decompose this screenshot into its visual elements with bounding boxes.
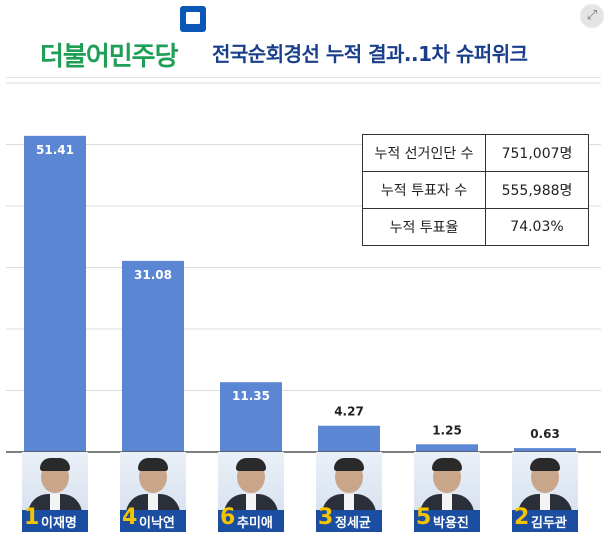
page-title: 전국순회경선 누적 결과..1차 슈퍼위크: [212, 42, 528, 66]
candidate-number: 5: [416, 505, 432, 530]
candidate-card: 6 추미애: [218, 452, 284, 532]
shirt-shape: [540, 494, 550, 514]
bars: [24, 135, 576, 453]
candidate-nameplate: 4 이낙연: [120, 505, 186, 532]
stats-value: 555,988명: [485, 171, 589, 209]
candidate-name: 이낙연: [139, 516, 175, 531]
candidate-card: 1 이재명: [22, 452, 88, 532]
candidate-name: 이재명: [41, 516, 77, 531]
hair-shape: [334, 458, 364, 471]
candidate-number: 4: [122, 505, 138, 530]
header: 더불어민주당 전국순회경선 누적 결과..1차 슈퍼위크 ⤢: [0, 0, 607, 80]
hair-shape: [40, 458, 70, 471]
candidate-name: 박용진: [433, 516, 469, 531]
bar: [24, 135, 86, 453]
hair-shape: [236, 458, 266, 471]
stats-value: 751,007명: [485, 134, 589, 172]
party-logo-icon: [180, 6, 206, 32]
candidate-photo: [120, 452, 186, 514]
hair-shape: [432, 458, 462, 471]
bar: [122, 260, 184, 452]
hair-shape: [530, 458, 560, 471]
shirt-shape: [442, 494, 452, 514]
candidate-name: 정세균: [335, 516, 371, 531]
candidate-nameplate: 2 김두관: [512, 505, 578, 532]
stats-label: 누적 투표자 수: [362, 171, 486, 209]
value-label: 11.35: [232, 389, 270, 403]
expand-icon[interactable]: ⤢: [580, 4, 604, 28]
hair-shape: [138, 458, 168, 471]
candidate-number: 2: [514, 505, 530, 530]
candidate-card: 2 김두관: [512, 452, 578, 532]
value-labels: 51.41 31.08 11.35 4.27 1.25 0.63: [36, 143, 560, 441]
candidate-name: 김두관: [531, 516, 567, 531]
candidate-nameplate: 3 정세균: [316, 505, 382, 532]
value-label: 31.08: [134, 268, 172, 282]
shirt-shape: [148, 494, 158, 514]
bar: [514, 448, 576, 452]
stats-row: 누적 투표자 수 555,988명: [362, 171, 589, 209]
value-label: 1.25: [432, 423, 462, 437]
candidate-nameplate: 1 이재명: [22, 505, 88, 532]
bar: [416, 444, 478, 452]
bar: [318, 425, 380, 452]
party-logo-text: 더불어민주당: [40, 42, 179, 72]
stats-value: 74.03%: [485, 208, 589, 246]
candidate-number: 1: [24, 505, 40, 530]
stats-table: 누적 선거인단 수 751,007명 누적 투표자 수 555,988명 누적 …: [362, 134, 589, 246]
shirt-shape: [246, 494, 256, 514]
candidate-photo: [316, 452, 382, 514]
stats-row: 누적 투표율 74.03%: [362, 208, 589, 246]
value-label: 4.27: [334, 405, 364, 419]
stats-label: 누적 선거인단 수: [362, 134, 486, 172]
candidate-nameplate: 5 박용진: [414, 505, 480, 532]
stats-row: 누적 선거인단 수 751,007명: [362, 134, 589, 172]
candidate-nameplate: 6 추미애: [218, 505, 284, 532]
value-label: 0.63: [530, 427, 560, 441]
shirt-shape: [344, 494, 354, 514]
candidate-photo: [512, 452, 578, 514]
candidate-photo: [218, 452, 284, 514]
candidate-photo: [22, 452, 88, 514]
header-divider: [6, 77, 601, 78]
candidate-photo: [414, 452, 480, 514]
bar: [220, 382, 282, 452]
shirt-shape: [50, 494, 60, 514]
candidate-name: 추미애: [237, 516, 273, 531]
stats-label: 누적 투표율: [362, 208, 486, 246]
candidate-card: 4 이낙연: [120, 452, 186, 532]
candidate-card: 3 정세균: [316, 452, 382, 532]
candidate-card: 5 박용진: [414, 452, 480, 532]
candidate-number: 3: [318, 505, 334, 530]
candidate-number: 6: [220, 505, 236, 530]
value-label: 51.41: [36, 143, 74, 157]
